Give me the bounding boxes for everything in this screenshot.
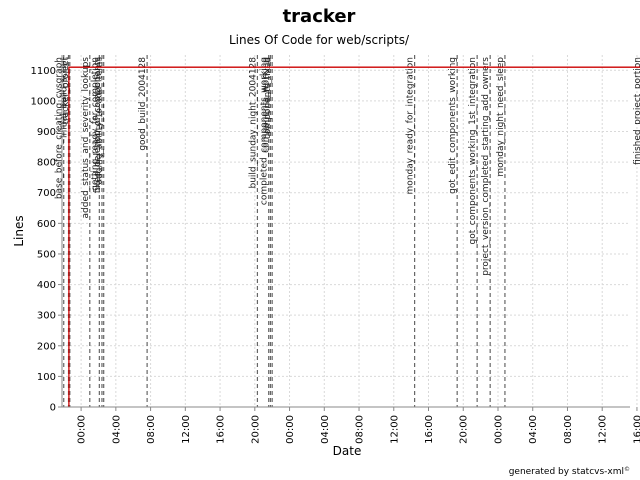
tag-label: components_fixed	[263, 57, 273, 139]
tag-label: base_before_creating_cvsgraph	[55, 57, 65, 199]
x-tick-label: 04:00	[320, 415, 331, 444]
tag-label: completed_components_working	[260, 57, 270, 205]
tag-label: monday_ready_for_integration	[406, 57, 416, 194]
credit-text: generated by statcvs-xml©	[509, 466, 630, 477]
y-tick-label: 500	[37, 249, 56, 260]
y-tick-label: 900	[37, 127, 56, 138]
y-tick-label: 700	[37, 188, 56, 199]
tag-label: added_status_and_severity_lookups	[81, 57, 91, 219]
tag-label: monday_night_need_sleep	[496, 57, 506, 177]
chart-title: tracker	[283, 6, 356, 27]
tag-label: got_edit_components_working	[448, 57, 458, 194]
credit-label: generated by statcvs-xml	[509, 467, 624, 477]
tag-label: components_working	[261, 57, 271, 153]
x-tick-label: 00:00	[77, 415, 88, 444]
x-tick-label: 04:00	[111, 415, 122, 444]
y-tick-label: 400	[37, 280, 56, 291]
x-tick-label: 12:00	[389, 415, 400, 444]
x-tick-label: 16:00	[632, 415, 640, 444]
x-tick-label: 04:00	[528, 415, 539, 444]
y-tick-label: 200	[37, 341, 56, 352]
y-axis: 0 100 200 300 400 500 600 700 800 900 1000 1100	[31, 55, 63, 414]
x-tick-label: 16:00	[424, 415, 435, 444]
x-tick-label: 20:00	[250, 415, 261, 444]
y-tick-label: 0	[50, 403, 56, 414]
tag-label: got_components_working_1st_integration	[468, 57, 478, 244]
x-tick-label: 16:00	[216, 415, 227, 444]
tag-label: fixed_deletion_of_components	[93, 57, 103, 194]
y-axis-label: Lines	[12, 215, 26, 246]
x-tick-label: 08:00	[146, 415, 157, 444]
y-tick-label: 600	[37, 219, 56, 230]
loc-series-line	[68, 66, 640, 407]
series-layer	[68, 66, 640, 407]
grid-lines	[62, 55, 638, 407]
tag-label: good_build_2004128	[138, 57, 148, 151]
y-tick-label: 1000	[31, 96, 56, 107]
y-tick-label: 1100	[31, 66, 56, 77]
tag-label: initial_build_script	[60, 57, 70, 138]
tag-label: tracker_project	[61, 57, 71, 125]
x-tick-label: 08:00	[355, 415, 366, 444]
x-tick-label: 00:00	[285, 415, 296, 444]
x-tick-label: 00:00	[493, 415, 504, 444]
tag-label: adding_ability_to_add_items	[95, 57, 105, 185]
x-tick-label: 12:00	[181, 415, 192, 444]
credit-mark: ©	[624, 466, 630, 473]
plot-area	[62, 55, 630, 407]
x-tick-label: 12:00	[598, 415, 609, 444]
tag-label: getting_ready_for_completion	[90, 57, 100, 191]
y-tick-label: 100	[37, 372, 56, 383]
x-tick-label: 08:00	[563, 415, 574, 444]
tag-label: finished_project_portion	[633, 57, 640, 165]
x-tick-label: 20:00	[459, 415, 470, 444]
x-axis: 00:00 04:00 08:00 12:00 16:00 20:00 00:00 04:00…	[62, 406, 640, 444]
tag-label: project_version_completed_starting_add_o…	[481, 57, 491, 276]
x-axis-label: Date	[333, 444, 362, 458]
y-tick-label: 300	[37, 311, 56, 322]
tag-label: build_sunday_night_2004128	[248, 57, 258, 189]
y-tick-label: 800	[37, 158, 56, 169]
chart-subtitle: Lines Of Code for web/scripts/	[229, 33, 410, 47]
